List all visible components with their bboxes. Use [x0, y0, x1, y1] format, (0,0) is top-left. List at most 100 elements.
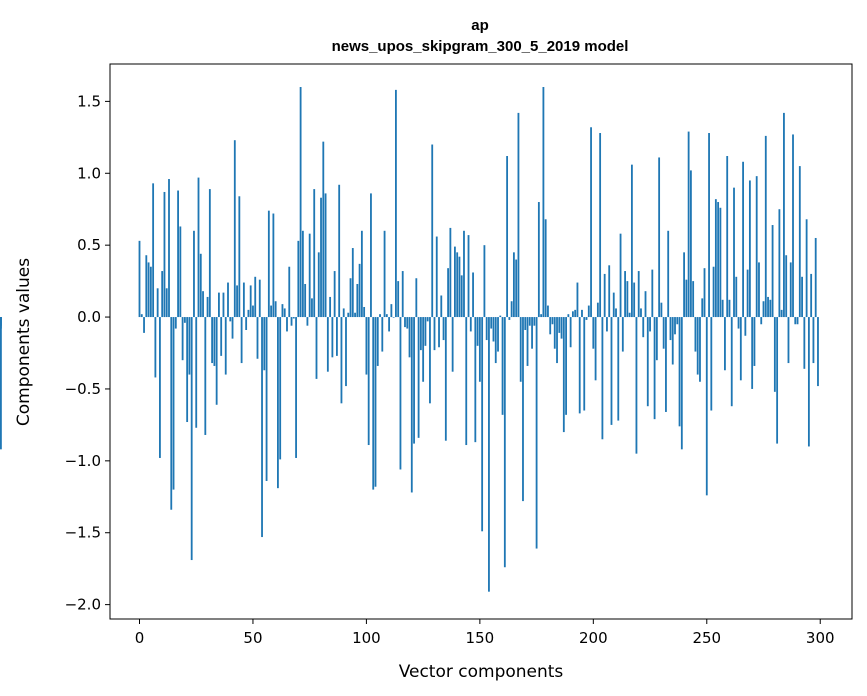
bar	[281, 304, 284, 318]
bar	[449, 227, 452, 318]
bar	[465, 317, 468, 446]
bar	[277, 317, 279, 489]
bar	[233, 140, 236, 318]
bar	[553, 317, 556, 349]
bar	[311, 298, 313, 318]
y-tick-label: −2.0	[65, 596, 101, 614]
bar	[481, 317, 484, 532]
bar	[345, 317, 347, 387]
bar	[510, 301, 513, 318]
bar	[805, 219, 808, 318]
bar	[583, 317, 586, 411]
bar	[739, 317, 742, 381]
bar	[535, 317, 538, 549]
bar	[336, 317, 338, 356]
bar	[771, 225, 774, 318]
bar	[733, 187, 735, 318]
bar	[299, 87, 302, 318]
bar	[560, 317, 563, 339]
bar	[215, 317, 218, 405]
bar	[272, 213, 275, 318]
bar	[767, 296, 769, 318]
bar	[204, 317, 207, 435]
bar	[576, 282, 579, 318]
bar	[485, 317, 488, 341]
bar	[179, 226, 182, 318]
bar	[764, 135, 767, 318]
x-tick-label: 250	[692, 629, 721, 647]
bar	[301, 230, 304, 318]
bar	[274, 301, 277, 318]
bar	[390, 304, 393, 318]
bar	[392, 317, 395, 318]
bar	[159, 317, 161, 458]
bar	[522, 317, 524, 502]
bar	[347, 312, 350, 318]
y-axis-label: Components values	[14, 258, 34, 426]
bar	[730, 317, 733, 407]
bar	[383, 230, 386, 318]
bar	[236, 285, 238, 318]
bar	[286, 317, 288, 332]
bar	[376, 317, 379, 366]
bar	[283, 308, 286, 318]
bar	[676, 317, 679, 325]
bar	[356, 283, 359, 318]
bar	[660, 302, 663, 318]
bar	[0, 317, 2, 320]
bar	[208, 189, 211, 318]
bar	[211, 317, 214, 364]
bar	[703, 268, 706, 318]
y-tick-label: 0.0	[77, 308, 101, 326]
bar	[333, 271, 336, 318]
bar	[140, 314, 143, 318]
x-tick-label: 150	[466, 629, 495, 647]
bar	[295, 317, 297, 458]
bar	[256, 317, 259, 359]
bar	[458, 256, 461, 318]
bar	[172, 317, 175, 490]
bar	[168, 179, 170, 318]
bar	[170, 317, 173, 510]
bar	[229, 317, 232, 322]
bar	[592, 317, 595, 349]
bar	[621, 317, 624, 352]
bar	[503, 317, 506, 568]
bar	[290, 317, 293, 326]
bar	[501, 317, 504, 415]
bar	[467, 235, 470, 318]
bar	[708, 133, 710, 318]
bar	[220, 317, 223, 356]
bar	[401, 271, 404, 318]
bar	[451, 317, 454, 372]
bar	[161, 271, 164, 318]
bar	[186, 317, 189, 423]
bar	[633, 282, 636, 318]
bar	[669, 317, 672, 341]
bar	[810, 273, 813, 318]
bar	[174, 317, 177, 329]
bar	[531, 317, 533, 349]
bar	[265, 317, 268, 481]
bar	[748, 180, 751, 318]
bar	[154, 317, 157, 378]
bar	[329, 296, 332, 318]
bar	[737, 317, 740, 329]
bar	[399, 317, 402, 470]
bar	[626, 281, 629, 318]
bar	[780, 309, 783, 318]
bar	[524, 317, 527, 330]
bar	[249, 285, 252, 318]
bars-group	[0, 87, 819, 592]
bar	[773, 317, 776, 392]
bar	[177, 190, 179, 318]
bar	[406, 317, 409, 329]
bar	[365, 317, 368, 375]
bar	[497, 317, 499, 352]
bar	[569, 317, 572, 348]
x-tick-label: 100	[352, 629, 381, 647]
bar	[556, 317, 558, 364]
bar	[404, 317, 406, 328]
bar	[322, 141, 325, 318]
bar	[769, 299, 772, 318]
